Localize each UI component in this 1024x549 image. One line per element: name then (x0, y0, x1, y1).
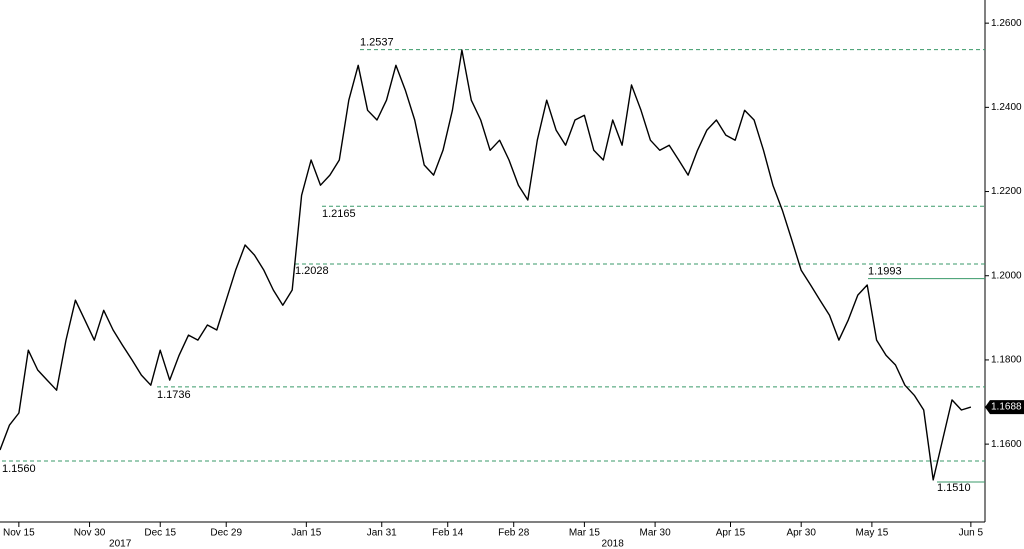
x-tick-label: Apr 15 (716, 528, 746, 539)
y-tick-label: 1.1600 (991, 439, 1022, 450)
level-label: 1.1560 (2, 463, 36, 475)
y-tick-label: 1.2200 (991, 186, 1022, 197)
level-label: 1.1736 (157, 389, 191, 401)
x-tick-label: Jan 31 (367, 528, 397, 539)
x-tick-label: Mar 15 (569, 528, 601, 539)
x-tick-label: Feb 14 (432, 528, 464, 539)
x-tick-label: Jan 15 (291, 528, 321, 539)
price-line (0, 49, 972, 481)
level-label: 1.2028 (295, 265, 329, 277)
x-tick-label: Feb 28 (498, 528, 530, 539)
x-tick-label: Dec 15 (144, 528, 176, 539)
y-tick-label: 1.1800 (991, 355, 1022, 366)
y-tick-label: 1.2600 (991, 18, 1022, 29)
level-label: 1.2165 (322, 208, 356, 220)
x-tick-label: Dec 29 (210, 528, 242, 539)
x-tick-label: Jun 5 (959, 528, 984, 539)
x-tick-label: Apr 30 (786, 528, 816, 539)
x-tick-label: Nov 30 (74, 528, 106, 539)
level-label: 1.1510 (937, 482, 971, 494)
x-tick-label: May 15 (855, 528, 888, 539)
level-label: 1.1993 (868, 266, 902, 278)
x-tick-label: Mar 30 (640, 528, 672, 539)
y-tick-label: 1.2000 (991, 270, 1022, 281)
year-label: 2018 (602, 539, 625, 549)
y-tick-label: 1.2400 (991, 102, 1022, 113)
x-tick-label: Nov 15 (3, 528, 35, 539)
last-price-tag (985, 400, 1024, 415)
level-label: 1.2537 (360, 37, 394, 49)
last-price-label: 1.1688 (991, 402, 1022, 413)
year-label: 2017 (109, 539, 132, 549)
